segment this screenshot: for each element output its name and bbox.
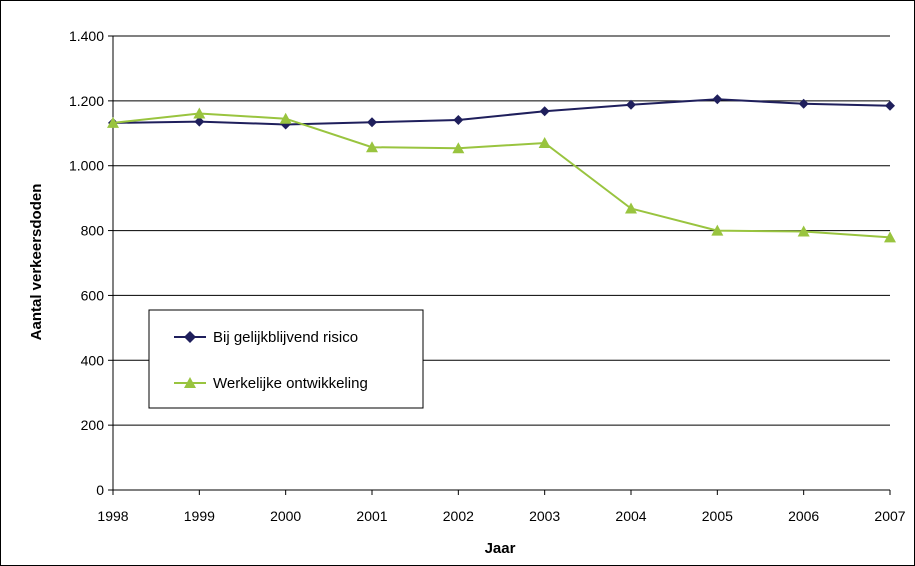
y-axis-title: Aantal verkeersdoden: [28, 184, 45, 341]
series-2-point-2005: [711, 224, 724, 236]
series-1-point-1999: [194, 116, 205, 127]
legend: Bij gelijkblijvend risico Werkelijke ont…: [148, 309, 424, 409]
series-2-point-2007: [884, 231, 896, 243]
series-1-point-2007: [885, 100, 895, 111]
axes: [108, 35, 891, 495]
legend-entry-series-1: Bij gelijkblijvend risico: [174, 329, 358, 346]
series-2-point-2000: [279, 112, 292, 124]
x-tick-label-4: 2002: [443, 508, 474, 524]
series-2-point-2004: [625, 202, 637, 214]
y-tick-label-0: 0: [96, 482, 104, 498]
x-tick-label-3: 2001: [356, 508, 387, 524]
series-1: [108, 94, 895, 130]
x-tick-label-7: 2005: [702, 508, 733, 524]
series-2: [107, 107, 896, 243]
series-1-line: [112, 98, 891, 126]
x-axis-title: Jaar: [485, 540, 516, 557]
x-tick-label-2: 2000: [270, 508, 301, 524]
series-2-point-2003: [538, 137, 551, 149]
series-2-line: [112, 112, 891, 239]
series-lines: [107, 94, 896, 243]
x-tick-label-8: 2006: [788, 508, 819, 524]
series-2-point-2002: [452, 142, 465, 154]
series-1-point-2005: [712, 94, 723, 105]
series-1-point-2004: [626, 99, 636, 110]
legend-box: [148, 309, 424, 409]
y-tick-label-3: 600: [81, 287, 105, 303]
series-2-point-2001: [366, 141, 378, 153]
x-tick-label-9: 2007: [874, 508, 905, 524]
y-tick-label-6: 1.200: [69, 93, 104, 109]
y-tick-label-5: 1.000: [69, 158, 104, 174]
y-tick-label-4: 800: [81, 223, 105, 239]
series-1-point-2006: [798, 98, 809, 109]
legend-triangle-icon: [184, 377, 196, 388]
x-tick-label-1: 1999: [184, 508, 215, 524]
legend-label-series-1: Bij gelijkblijvend risico: [213, 329, 358, 346]
y-tick-label-7: 1.400: [69, 28, 104, 44]
series-2-point-1999: [193, 107, 206, 119]
series-2-point-2006: [797, 225, 810, 237]
y-tick-label-1: 200: [81, 417, 105, 433]
series-1-point-2003: [539, 106, 550, 117]
legend-diamond-icon: [184, 331, 196, 343]
series-2-point-1998: [107, 116, 119, 128]
x-tick-label-6: 2004: [615, 508, 646, 524]
x-tick-label-5: 2003: [529, 508, 560, 524]
series-1-point-2001: [367, 117, 377, 128]
x-tick-label-0: 1998: [97, 508, 128, 524]
series-1-point-2002: [453, 114, 464, 125]
tick-labels: 0 200 400 600 800 1.000 1.200 1.400 1998 1999 2000…: [69, 28, 906, 524]
legend-entry-series-2: Werkelijke ontwikkeling: [174, 375, 368, 392]
y-tick-label-2: 400: [81, 352, 105, 368]
legend-label-series-2: Werkelijke ontwikkeling: [213, 375, 368, 392]
